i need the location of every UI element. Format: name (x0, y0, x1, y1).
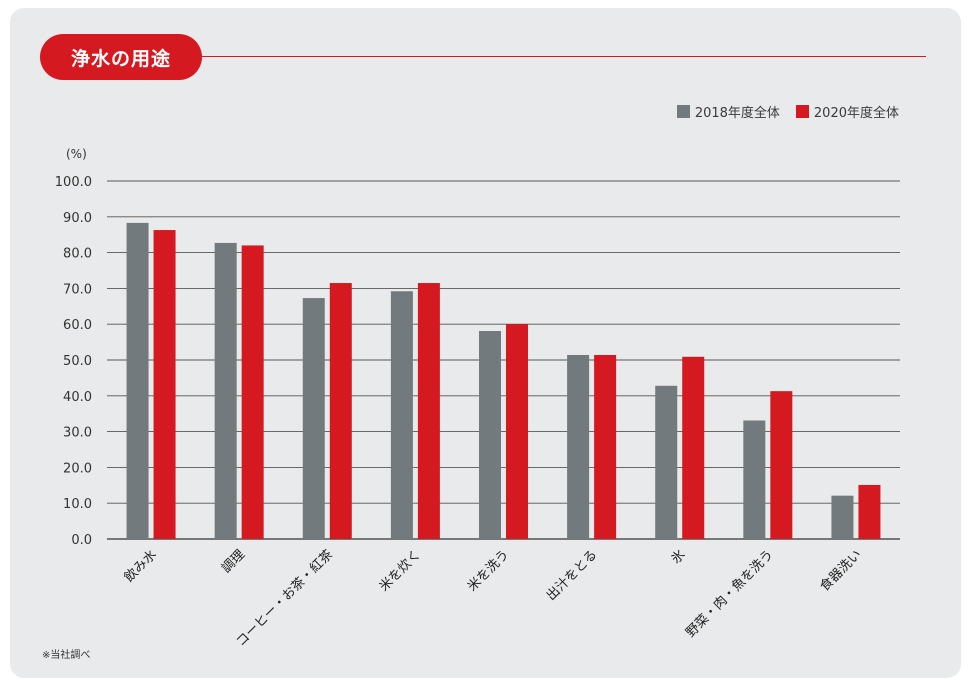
y-tick-label: 10.0 (63, 497, 92, 512)
legend-label-2018: 2018年度全体 (694, 106, 780, 121)
y-tick-label: 0.0 (71, 533, 92, 548)
y-tick-label: 50.0 (63, 354, 92, 369)
x-category-label: 出汁をとる (544, 547, 601, 604)
chart-title: 浄水の用途 (40, 34, 202, 80)
bar-2020 (417, 283, 440, 539)
bar-2018 (831, 495, 854, 539)
legend-item-2020: 2020年度全体 (795, 102, 899, 121)
title-rule (200, 56, 926, 57)
bar-2020 (506, 324, 528, 539)
x-category-label: 飲み水 (121, 547, 160, 586)
y-tick-label: 20.0 (63, 461, 92, 476)
x-category-label: 米を洗う (465, 547, 512, 594)
bar-2018 (126, 222, 149, 540)
y-tick-label: 80.0 (63, 247, 92, 262)
legend-item-2018: 2018年度全体 (676, 102, 780, 121)
legend: 2018年度全体 2020年度全体 (676, 102, 899, 121)
bar-2018 (479, 331, 501, 539)
y-tick-label: 40.0 (63, 390, 92, 405)
y-tick-label: 30.0 (63, 426, 92, 441)
legend-swatch-2020 (795, 105, 809, 118)
footnote: ※当社調べ (42, 650, 91, 661)
x-category-label: 野菜・肉・魚を洗う (683, 547, 776, 640)
bar-2018 (390, 291, 413, 539)
bar-2018 (214, 242, 237, 539)
legend-label-2020: 2020年度全体 (813, 106, 899, 121)
bar-2020 (770, 391, 793, 539)
bar-2020 (153, 230, 176, 539)
y-axis-unit: (%) (66, 147, 87, 161)
x-category-label: 調理 (219, 547, 248, 576)
y-tick-label: 60.0 (63, 318, 92, 333)
bar-2020 (682, 356, 705, 539)
x-category-label: 米を炊く (377, 547, 424, 594)
bar-2018 (302, 298, 325, 539)
y-tick-label: 90.0 (63, 211, 92, 226)
y-tick-label: 70.0 (63, 282, 92, 297)
bar-2020 (241, 245, 264, 539)
x-category-label: 食器洗い (817, 547, 865, 595)
bar-2018 (743, 420, 766, 539)
bar-2018 (655, 385, 678, 539)
legend-swatch-2018 (676, 105, 690, 118)
bar-2020 (329, 283, 352, 539)
bar-2020 (594, 354, 617, 539)
x-category-label: 氷 (669, 547, 689, 567)
bar-2020 (858, 484, 881, 539)
bar-2018 (567, 354, 590, 539)
y-tick-label: 100.0 (55, 175, 92, 190)
x-category-label: コーヒー・お茶・紅茶 (233, 547, 336, 650)
